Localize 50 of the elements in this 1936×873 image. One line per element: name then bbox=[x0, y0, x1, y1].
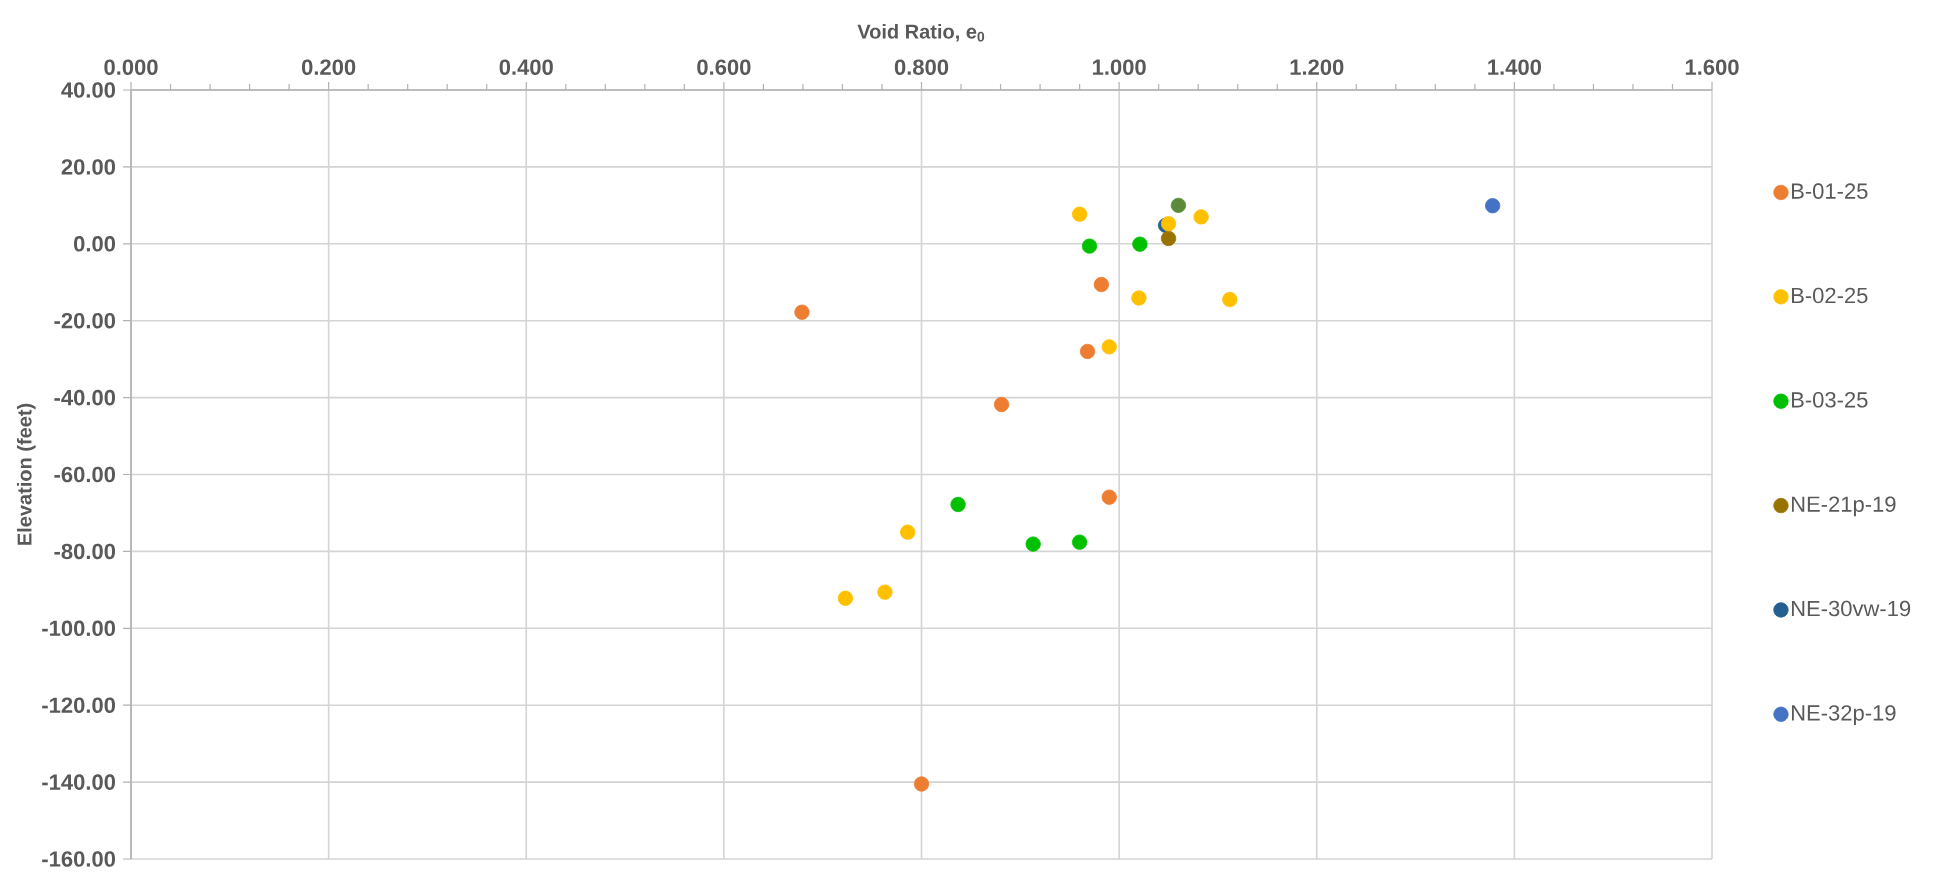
point bbox=[1079, 343, 1096, 360]
legend-label: B-01-25 bbox=[1791, 183, 1868, 199]
y-tick-label: -20.00 bbox=[54, 312, 116, 329]
point bbox=[1081, 238, 1098, 254]
point bbox=[837, 590, 854, 606]
legend-label: B-03-25 bbox=[1791, 392, 1868, 408]
x-tick-label: 0.600 bbox=[697, 59, 751, 75]
point bbox=[1025, 536, 1041, 552]
y-tick-label: -80.00 bbox=[54, 543, 116, 560]
y-tick-label: -140.00 bbox=[42, 774, 116, 790]
y-tick-label: -160.00 bbox=[42, 851, 116, 867]
point bbox=[877, 584, 893, 600]
point bbox=[1072, 206, 1088, 222]
point bbox=[1072, 534, 1088, 550]
point bbox=[900, 524, 916, 540]
point bbox=[1101, 339, 1117, 355]
point bbox=[1222, 291, 1238, 308]
legend-label: NE-21p-19 bbox=[1791, 496, 1896, 517]
x-tick-label: 0.200 bbox=[301, 59, 356, 75]
y-tick-label: -100.00 bbox=[42, 620, 116, 637]
point bbox=[1193, 209, 1209, 225]
point bbox=[1485, 198, 1501, 214]
x-tick-label: 1.400 bbox=[1488, 59, 1541, 75]
legend-label: B-02-25 bbox=[1791, 287, 1868, 304]
x-tick-label: 0.000 bbox=[104, 59, 158, 75]
y-tick-label: 20.00 bbox=[61, 159, 116, 175]
x-tick-label: 0.400 bbox=[499, 59, 553, 75]
x-tick-label: 1.000 bbox=[1092, 59, 1146, 75]
point bbox=[993, 396, 1010, 413]
y-tick-label: -40.00 bbox=[54, 389, 116, 406]
y-tick-label: 0.00 bbox=[74, 236, 116, 252]
point bbox=[1131, 290, 1147, 306]
y-tick-label: 40.00 bbox=[61, 82, 116, 98]
y-tick-label: -60.00 bbox=[54, 466, 116, 483]
point bbox=[950, 496, 966, 513]
legend-label: NE-32p-19 bbox=[1791, 705, 1896, 726]
point bbox=[1160, 230, 1177, 247]
point bbox=[913, 776, 930, 792]
point bbox=[1101, 489, 1117, 505]
point bbox=[1093, 276, 1109, 293]
y-axis-title: Elevation (feet) bbox=[16, 403, 36, 545]
point bbox=[1170, 197, 1187, 213]
x-axis-title: Void Ratio, e$_{0}$ bbox=[857, 23, 985, 42]
x-tick-label: 1.600 bbox=[1685, 59, 1739, 75]
x-tick-label: 1.200 bbox=[1290, 59, 1344, 75]
x-tick-label: 0.800 bbox=[894, 59, 949, 75]
point bbox=[1132, 236, 1148, 252]
y-tick-label: -120.00 bbox=[42, 697, 116, 713]
legend-label: NE-30vw-19 bbox=[1791, 600, 1911, 617]
point bbox=[794, 304, 810, 320]
